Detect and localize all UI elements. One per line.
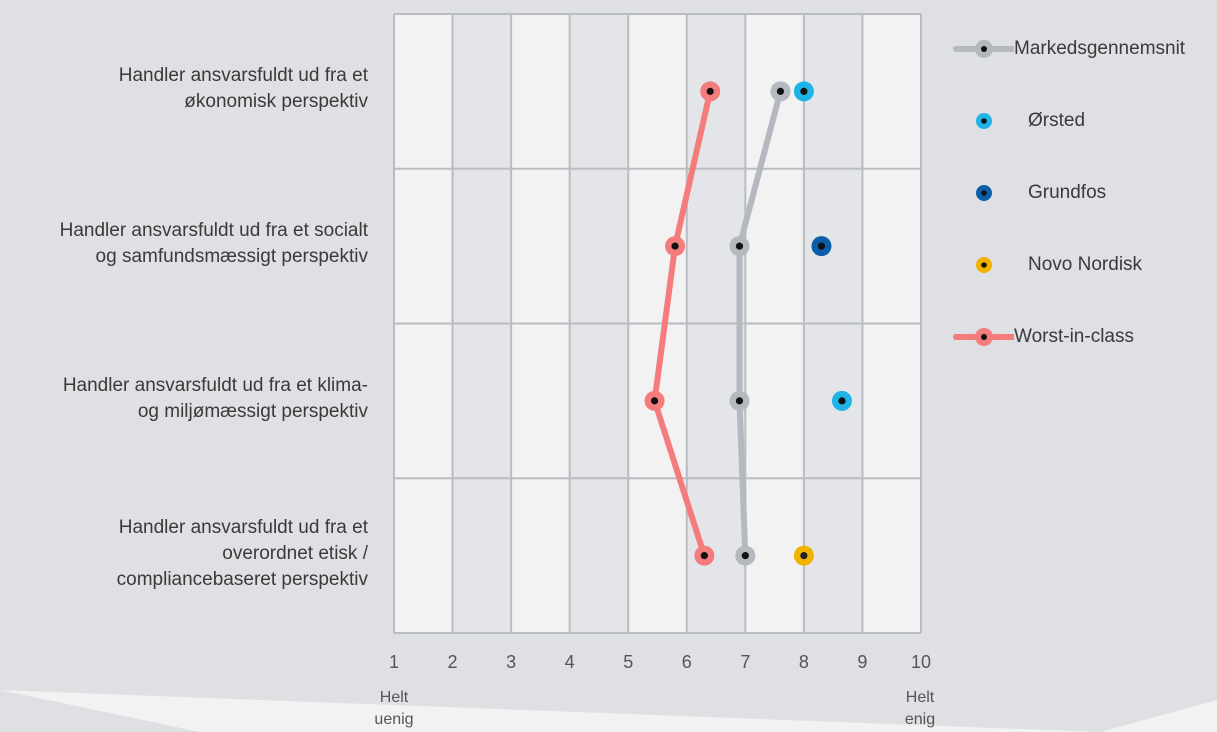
legend-label: Worst-in-class xyxy=(1014,326,1134,347)
novo-nordisk-point-center xyxy=(800,552,808,560)
series-points--rsted xyxy=(793,81,852,411)
category-label: Handler ansvarsfuldt ud fra et overordne… xyxy=(116,516,368,590)
series-points-markedsgennemsnit xyxy=(729,81,791,566)
series-worst-in-class xyxy=(651,88,714,559)
x-tick-label: 4 xyxy=(565,652,575,672)
series-line xyxy=(651,88,714,559)
x-tick-label: 7 xyxy=(740,652,750,672)
grundfos-point-center xyxy=(817,242,826,250)
legend-swatch-markedsgennemsnit xyxy=(953,40,1014,58)
legend-marker-center xyxy=(981,46,987,52)
category-label: Handler ansvarsfuldt ud fra et klima- og… xyxy=(62,374,368,422)
grid xyxy=(393,13,922,634)
series-points-grundfos xyxy=(811,236,832,257)
-rsted-point-center xyxy=(838,397,846,405)
x-tick-label: 8 xyxy=(799,652,809,672)
legend-item--rsted[interactable]: Ørsted xyxy=(948,106,1217,136)
legend-item-grundfos[interactable]: Grundfos xyxy=(948,178,1217,208)
x-tick-label: 6 xyxy=(682,652,692,672)
legend-label: Ørsted xyxy=(1028,110,1086,131)
x-tick-label: 2 xyxy=(448,652,458,672)
worst-in-class-point-center xyxy=(671,242,679,250)
legend-label: Grundfos xyxy=(1028,182,1107,203)
legend-item-novo-nordisk[interactable]: Novo Nordisk xyxy=(948,250,1217,280)
category-label: Handler ansvarsfuldt ud fra et socialt o… xyxy=(59,220,368,268)
legend-swatch--rsted xyxy=(976,113,992,129)
x-tick-label: 9 xyxy=(857,652,867,672)
legend-marker-center xyxy=(981,190,987,196)
series-markedsgennemsnit xyxy=(736,88,784,559)
markedsgennemsnit-point-center xyxy=(741,552,749,560)
series-line xyxy=(736,88,784,559)
legend-label: Novo Nordisk xyxy=(1028,254,1143,275)
legend-swatch-grundfos xyxy=(976,185,992,201)
series-points-worst-in-class xyxy=(644,81,721,566)
legend-marker-center xyxy=(981,262,987,268)
category-label: Handler ansvarsfuldt ud fra et økonomisk… xyxy=(118,65,368,113)
worst-in-class-point-center xyxy=(706,87,714,95)
series xyxy=(644,81,852,566)
legend-label: Markedsgennemsnit xyxy=(1014,38,1186,59)
x-end-label-right: Helt enig xyxy=(904,689,936,728)
legend-marker-center xyxy=(981,334,987,340)
series-points-novo-nordisk xyxy=(793,545,814,566)
markedsgennemsnit-point-center xyxy=(735,242,744,250)
markedsgennemsnit-point-center xyxy=(735,397,744,405)
x-tick-label: 5 xyxy=(623,652,633,672)
x-tick-label: 10 xyxy=(911,652,931,672)
legend-item-worst-in-class[interactable]: Worst-in-class xyxy=(948,322,1217,352)
legend-item-markedsgennemsnit[interactable]: Markedsgennemsnit xyxy=(948,34,1217,64)
x-tick-label: 1 xyxy=(389,652,399,672)
worst-in-class-point-center xyxy=(650,397,659,405)
worst-in-class-point-center xyxy=(700,552,708,560)
markedsgennemsnit-point-center xyxy=(776,87,785,95)
legend-marker-center xyxy=(981,118,987,124)
legend-swatch-novo-nordisk xyxy=(976,257,992,273)
legend-swatch-worst-in-class xyxy=(953,328,1014,346)
-rsted-point-center xyxy=(800,87,808,95)
x-axis-ticks: 1 2 3 4 5 6 7 8 9 10 xyxy=(389,652,931,672)
x-end-label-left: Helt uenig xyxy=(374,689,414,728)
x-tick-label: 3 xyxy=(506,652,516,672)
